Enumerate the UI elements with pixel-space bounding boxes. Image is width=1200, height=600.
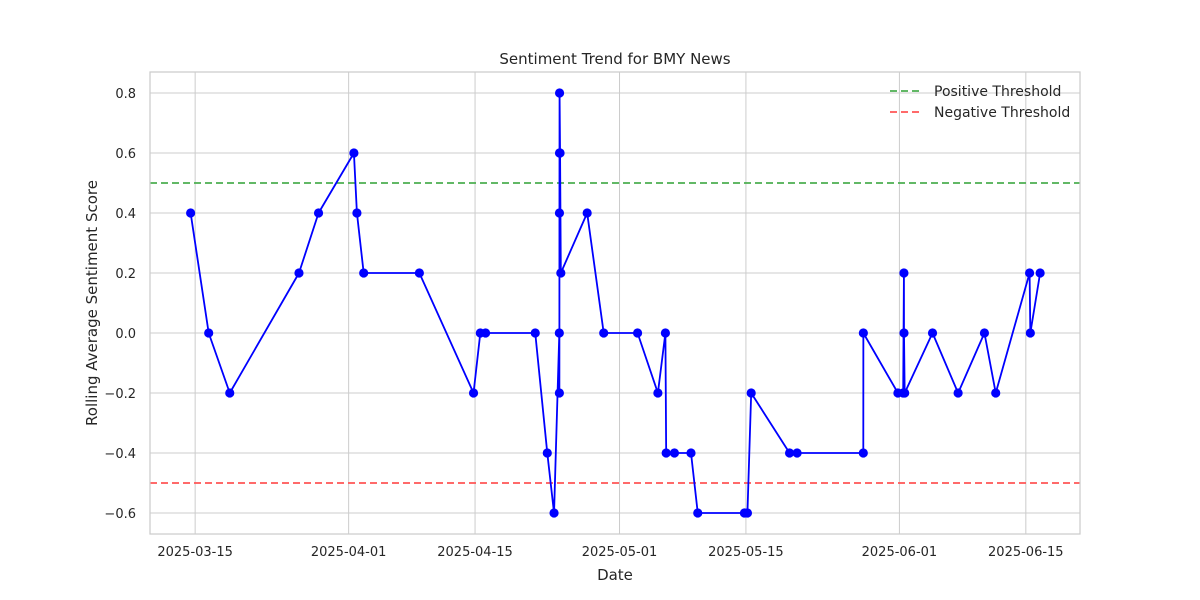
data-point [186,208,196,218]
data-point [225,388,235,398]
x-tick-label: 2025-05-01 [582,545,658,560]
data-point [632,328,643,338]
data-point [899,268,909,278]
y-tick-label: 0.8 [115,87,136,102]
data-point [653,388,663,398]
data-point [599,328,609,338]
data-point [468,388,479,398]
data-point [555,148,565,158]
data-point [792,448,802,458]
series-line [189,92,1042,514]
data-point [979,328,990,338]
y-tick-label: 0.0 [115,327,136,342]
data-point [858,448,868,458]
data-point [349,148,359,158]
data-point [554,88,565,98]
data-point [1025,328,1035,338]
data-point [927,328,938,338]
data-point [1035,268,1045,278]
data-point [554,328,564,338]
legend: Positive Threshold Negative Threshold [890,84,1070,121]
data-point [352,208,362,218]
data-point [530,328,540,338]
series-line-path [189,92,1042,514]
data-point [669,448,680,458]
data-point [661,448,671,458]
y-tick-labels: −0.6 −0.4 −0.2 0.0 0.2 0.4 0.6 0.8 [104,87,136,522]
grid [150,72,1080,534]
x-tick-label: 2025-05-15 [708,545,784,560]
y-tick-label: −0.4 [104,447,136,462]
data-point [742,508,753,518]
data-point [1024,268,1035,278]
data-point [900,388,910,398]
data-points [186,88,1045,518]
x-tick-label: 2025-03-15 [157,545,233,560]
data-point [359,268,369,278]
legend-label-positive: Positive Threshold [934,84,1061,100]
plot-background [150,72,1080,534]
x-tick-label: 2025-06-01 [862,545,938,560]
data-point [313,208,324,218]
y-tick-label: 0.4 [115,207,136,222]
chart-title: Sentiment Trend for BMY News [499,50,730,68]
data-point [414,268,424,278]
x-tick-label: 2025-04-15 [437,545,513,560]
data-point [660,328,671,338]
y-tick-label: 0.6 [115,147,136,162]
x-tick-labels: 2025-03-15 2025-04-01 2025-04-15 2025-05-01… [157,545,1063,560]
y-tick-label: 0.2 [115,267,136,282]
data-point [542,448,552,458]
data-point [554,208,565,218]
data-point [953,388,963,398]
x-tick-label: 2025-06-15 [988,545,1064,560]
data-point [858,328,868,338]
data-point [556,268,566,278]
data-point [686,448,696,458]
data-point [693,508,703,518]
y-axis-label: Rolling Average Sentiment Score [83,180,101,426]
y-tick-label: −0.6 [104,507,136,522]
data-point [294,268,304,278]
data-point [899,328,909,338]
data-point [784,448,795,458]
legend-label-negative: Negative Threshold [934,105,1070,121]
data-point [480,328,491,338]
data-point [204,328,214,338]
plot-frame [149,71,1081,535]
x-axis-label: Date [597,566,633,584]
data-point [746,388,756,398]
data-point [991,388,1001,398]
data-point [554,388,564,398]
x-tick-label: 2025-04-01 [311,545,387,560]
y-tick-label: −0.2 [104,387,136,402]
threshold-lines [150,182,1080,484]
data-point [582,208,592,218]
data-point [549,508,559,518]
